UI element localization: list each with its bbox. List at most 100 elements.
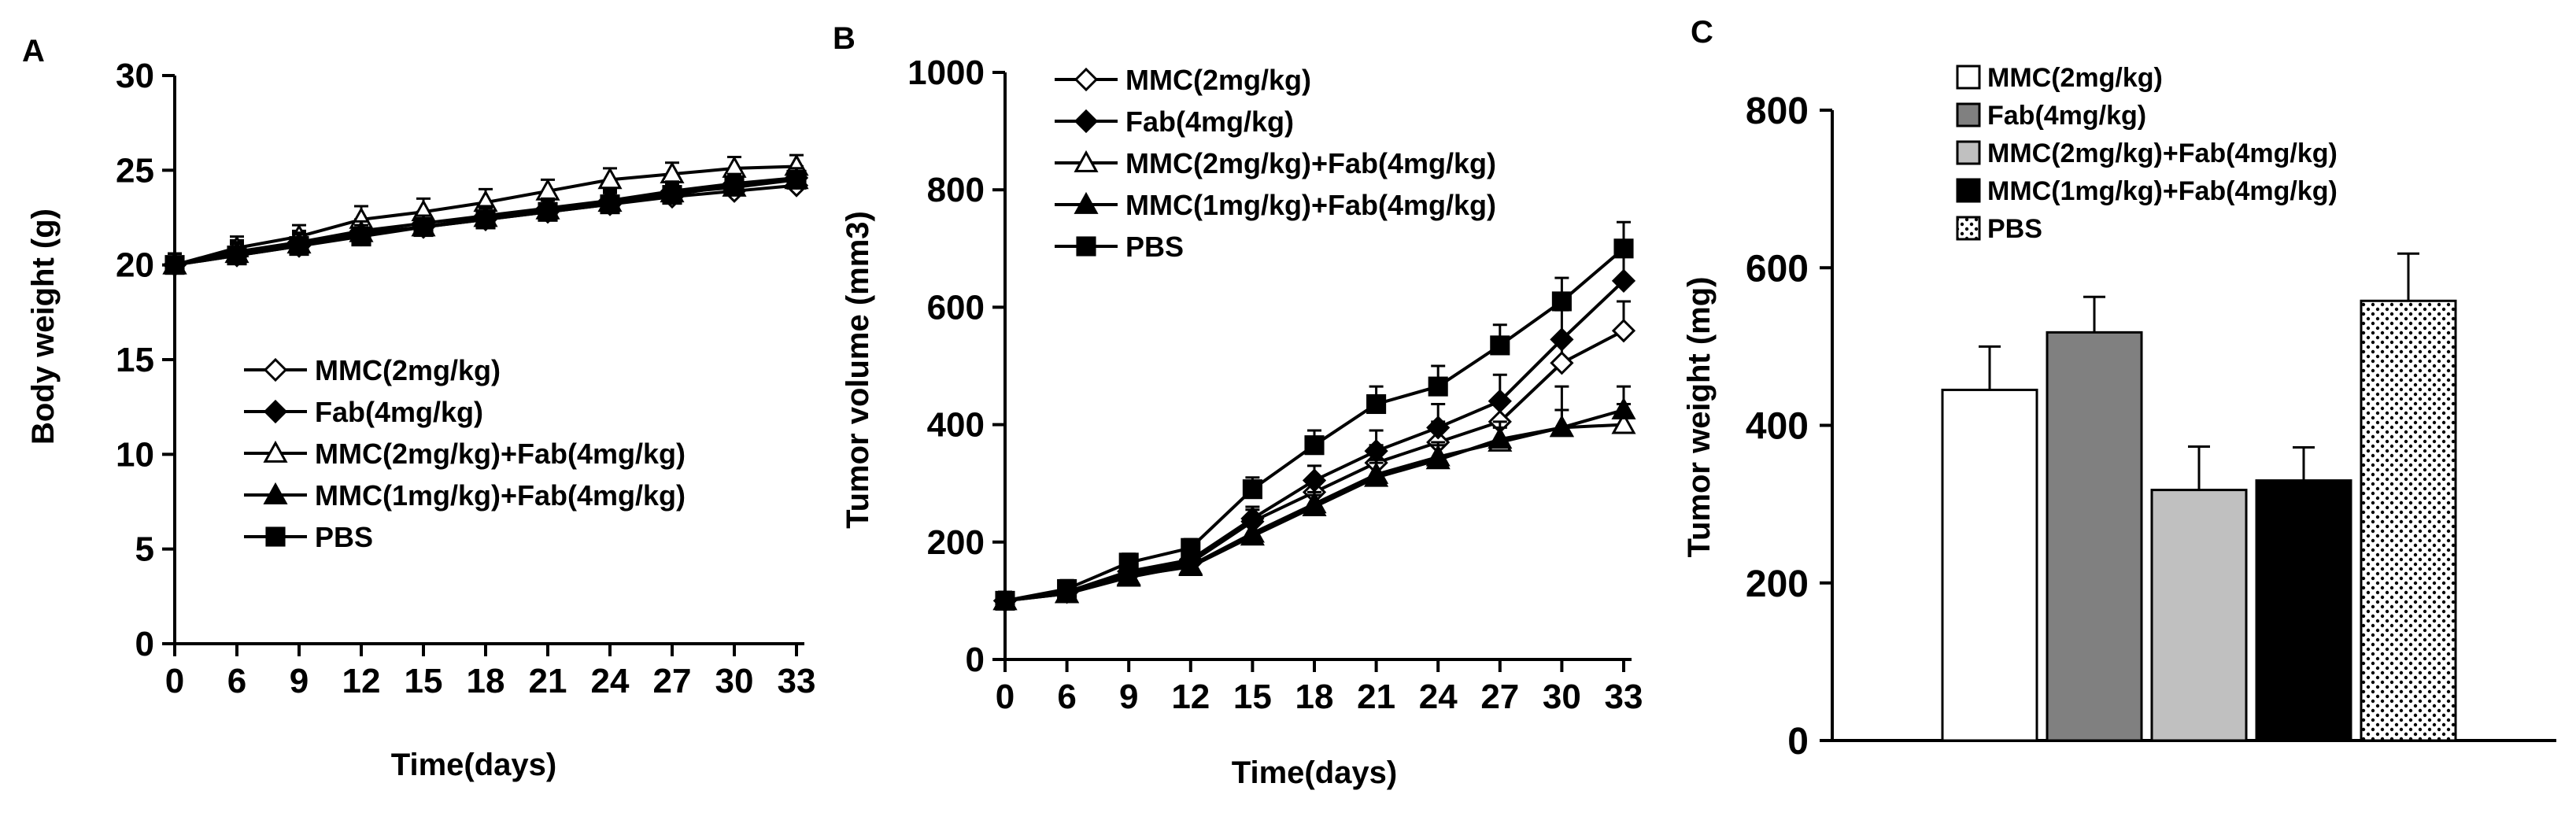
x-tick-label: 12 xyxy=(1171,678,1210,716)
legend-swatch xyxy=(1956,140,1981,165)
y-tick-label: 1000 xyxy=(907,54,985,92)
legend-label: MMC(2mg/kg) xyxy=(1987,63,2163,93)
legend-marker xyxy=(263,482,288,504)
legend-label: MMC(1mg/kg)+Fab(4mg/kg) xyxy=(315,479,686,512)
bar xyxy=(2255,479,2352,742)
x-tick-label: 6 xyxy=(227,662,246,700)
legend-swatch xyxy=(1956,65,1981,90)
x-tick-label: 0 xyxy=(996,678,1015,716)
legend-item: MMC(2mg/kg) xyxy=(1956,63,2163,93)
legend-item: MMC(1mg/kg)+Fab(4mg/kg) xyxy=(1055,189,1496,221)
legend-swatch xyxy=(1956,216,1981,241)
series-PBS xyxy=(995,220,1634,611)
data-point xyxy=(1364,464,1389,487)
y-tick-label: 0 xyxy=(966,641,985,679)
legend-item: Fab(4mg/kg) xyxy=(1956,101,2146,131)
data-point xyxy=(1116,563,1141,585)
y-tick-label: 200 xyxy=(927,523,985,562)
y-tick-label: 30 xyxy=(116,57,154,95)
x-tick-label: 18 xyxy=(467,662,505,700)
bar xyxy=(2360,299,2457,742)
legend-label: MMC(2mg/kg)+Fab(4mg/kg) xyxy=(1987,139,2338,168)
legend-marker xyxy=(263,440,288,463)
legend-item: MMC(2mg/kg)+Fab(4mg/kg) xyxy=(1055,147,1496,179)
x-tick-label: 0 xyxy=(165,662,184,700)
data-point xyxy=(1611,319,1636,343)
data-point xyxy=(1488,389,1512,413)
data-point xyxy=(786,169,807,190)
bar xyxy=(2150,489,2248,742)
panel-label-a: A xyxy=(22,34,45,68)
panel-a-y-axis-label: Body weight (g) xyxy=(26,209,61,445)
data-point xyxy=(538,201,558,222)
x-tick-label: 15 xyxy=(405,662,443,700)
y-tick-label: 600 xyxy=(927,288,985,327)
legend-label: PBS xyxy=(1987,214,2042,244)
legend-label: MMC(1mg/kg)+Fab(4mg/kg) xyxy=(1987,176,2338,206)
bar xyxy=(2046,331,2143,742)
x-tick-label: 12 xyxy=(342,662,381,700)
legend-item: PBS xyxy=(1055,231,1184,263)
data-point xyxy=(724,175,745,196)
legend-item: PBS xyxy=(1956,214,2042,244)
x-tick-label: 21 xyxy=(1357,678,1395,716)
legend-swatch xyxy=(1956,178,1981,203)
legend-marker xyxy=(263,399,288,424)
y-tick-label: 0 xyxy=(135,625,154,663)
legend-item: MMC(2mg/kg) xyxy=(244,354,501,386)
panel-label-c: C xyxy=(1691,15,1713,50)
legend-item: MMC(1mg/kg)+Fab(4mg/kg) xyxy=(244,479,686,512)
legend-item: Fab(4mg/kg) xyxy=(244,396,483,428)
y-tick-label: 0 xyxy=(1787,721,1809,763)
series-line xyxy=(1004,247,1625,603)
data-point xyxy=(1613,238,1634,259)
data-point xyxy=(1549,415,1574,438)
x-tick-label: 33 xyxy=(778,662,816,700)
x-tick-label: 21 xyxy=(529,662,567,700)
legend-swatch xyxy=(1956,102,1981,127)
legend-marker xyxy=(1074,67,1099,92)
data-point xyxy=(164,255,185,275)
legend-item: MMC(2mg/kg) xyxy=(1055,64,1311,96)
x-tick-label: 15 xyxy=(1233,678,1272,716)
data-point xyxy=(1366,393,1387,415)
legend-label: MMC(2mg/kg) xyxy=(1125,64,1311,96)
legend-label: Fab(4mg/kg) xyxy=(1125,105,1294,138)
y-tick-label: 800 xyxy=(927,171,985,209)
data-point xyxy=(1428,376,1448,397)
legend-label: Fab(4mg/kg) xyxy=(315,396,483,428)
y-tick-label: 5 xyxy=(135,530,154,569)
bar xyxy=(1941,388,2038,742)
panel-c-tumor-weight: Tumor weight (mg) 0 200 400 600 800 MMC(2mg/k… xyxy=(1682,63,2556,763)
data-point xyxy=(1611,397,1636,419)
legend-item: MMC(1mg/kg)+Fab(4mg/kg) xyxy=(1956,176,2338,206)
x-tick-label: 9 xyxy=(1119,678,1138,716)
series-PBS xyxy=(164,167,807,275)
data-point xyxy=(1242,479,1262,500)
legend-marker xyxy=(1074,150,1099,172)
legend-label: MMC(2mg/kg)+Fab(4mg/kg) xyxy=(315,438,686,470)
series-MMC(1mg/kg)+Fab(4mg/kg) xyxy=(992,385,1636,611)
panel-c-y-axis-label: Tumor weight (mg) xyxy=(1682,277,1717,558)
data-point xyxy=(1551,291,1572,312)
data-point xyxy=(351,227,371,247)
data-point xyxy=(1426,416,1451,440)
legend-item: Fab(4mg/kg) xyxy=(1055,105,1294,138)
data-point xyxy=(1490,335,1510,356)
x-tick-label: 27 xyxy=(1480,678,1519,716)
data-point xyxy=(227,246,247,266)
data-point xyxy=(1302,468,1327,493)
x-tick-label: 9 xyxy=(290,662,309,700)
panel-b-tumor-volume: Tumor volume (mm3) Time(days) 0 200 400 600… xyxy=(841,54,1643,790)
data-point xyxy=(1118,552,1139,573)
legend-item: MMC(2mg/kg)+Fab(4mg/kg) xyxy=(244,438,686,470)
data-point xyxy=(662,185,682,205)
x-tick-label: 30 xyxy=(1543,678,1581,716)
panel-a-x-axis-label: Time(days) xyxy=(391,748,556,782)
legend-item: PBS xyxy=(244,521,373,553)
x-tick-label: 18 xyxy=(1295,678,1334,716)
data-point xyxy=(413,216,434,238)
legend-label: Fab(4mg/kg) xyxy=(1987,101,2146,131)
panel-label-b: B xyxy=(833,21,856,56)
